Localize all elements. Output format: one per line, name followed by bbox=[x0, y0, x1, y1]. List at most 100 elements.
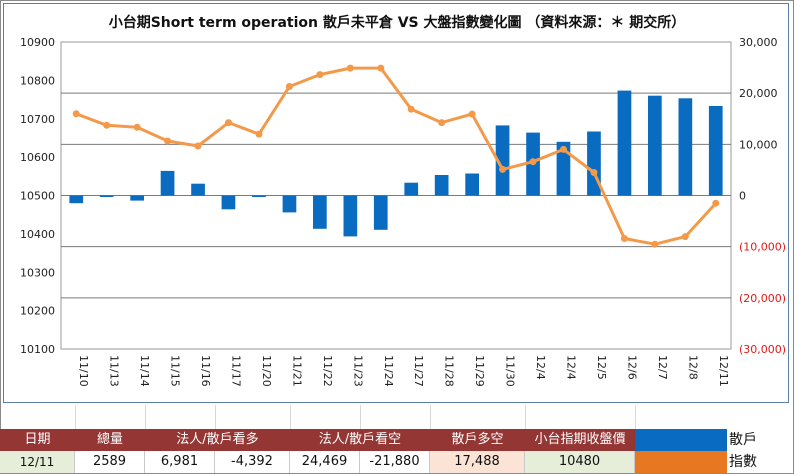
left-tick-label: 10200 bbox=[20, 305, 55, 318]
bar-13 bbox=[465, 173, 479, 196]
header-date: 日期 bbox=[0, 429, 75, 451]
index-point-4 bbox=[194, 142, 202, 150]
header-close: 小台指期收盤價 bbox=[525, 429, 635, 451]
index-point-8 bbox=[316, 71, 324, 79]
index-point-19 bbox=[651, 240, 659, 248]
left-tick-label: 10800 bbox=[20, 74, 55, 87]
x-tick-label: 11/24 bbox=[382, 355, 395, 387]
x-tick-label: 11/27 bbox=[412, 355, 425, 387]
x-tick-label: 11/10 bbox=[77, 355, 90, 387]
bar-7 bbox=[282, 195, 297, 213]
index-line bbox=[75, 66, 717, 246]
bar-12 bbox=[434, 175, 449, 196]
index-point-20 bbox=[681, 233, 689, 241]
cell-date: 12/11 bbox=[0, 451, 75, 473]
cell-retail-long: -4,392 bbox=[215, 451, 290, 473]
right-tick-label: 10,000 bbox=[739, 138, 778, 151]
cell-retail-net: 17,488 bbox=[430, 451, 525, 473]
bar-9 bbox=[343, 195, 358, 237]
x-tick-label: 11/22 bbox=[321, 355, 334, 387]
x-tick-label: 11/30 bbox=[504, 355, 517, 387]
legend-swatch-retail bbox=[635, 429, 727, 451]
cell-retail-short: -21,880 bbox=[360, 451, 430, 473]
index-point-6 bbox=[255, 130, 263, 138]
index-point-2 bbox=[133, 123, 141, 131]
index-point-3 bbox=[164, 137, 172, 145]
left-tick-label: 10600 bbox=[20, 151, 55, 164]
x-tick-label: 12/4 bbox=[534, 355, 547, 380]
chart-title: 小台期Short term operation 散戶未平倉 VS 大盤指數變化圖… bbox=[108, 15, 686, 31]
cell-inst-short: 24,469 bbox=[290, 451, 360, 473]
bar-4 bbox=[191, 183, 205, 196]
bar-6 bbox=[252, 195, 266, 197]
grid-divider bbox=[525, 405, 526, 429]
right-tick-label: 20,000 bbox=[739, 87, 778, 100]
bar-10 bbox=[373, 195, 388, 230]
cell-total: 2589 bbox=[75, 451, 145, 473]
index-point-15 bbox=[529, 158, 537, 166]
x-tick-label: 11/28 bbox=[443, 355, 456, 387]
grid-divider bbox=[635, 405, 636, 429]
grid-divider bbox=[145, 405, 146, 429]
bar-2 bbox=[130, 195, 144, 201]
left-tick-label: 10100 bbox=[20, 343, 55, 356]
header-long: 法人/散戶看多 bbox=[145, 429, 290, 451]
left-tick-label: 10500 bbox=[20, 190, 55, 203]
legend-swatch-index bbox=[635, 451, 727, 473]
bar-20 bbox=[678, 98, 693, 196]
x-tick-label: 11/21 bbox=[290, 355, 303, 387]
bar-11 bbox=[404, 182, 419, 196]
bar-0 bbox=[69, 195, 84, 204]
x-tick-label: 12/5 bbox=[595, 355, 608, 380]
cell-close: 10480 bbox=[525, 451, 635, 473]
left-tick-label: 10300 bbox=[20, 266, 55, 279]
x-tick-label: 12/8 bbox=[686, 355, 699, 380]
legend-label-index: 指數 bbox=[729, 454, 757, 470]
bar-19 bbox=[648, 95, 662, 196]
index-point-9 bbox=[346, 64, 354, 72]
index-point-14 bbox=[499, 165, 507, 173]
x-tick-label: 11/20 bbox=[260, 355, 273, 387]
index-point-16 bbox=[560, 145, 567, 153]
header-total: 總量 bbox=[75, 429, 145, 451]
left-tick-label: 10900 bbox=[20, 36, 55, 49]
right-tick-label: (30,000) bbox=[739, 343, 786, 356]
bar-21 bbox=[708, 106, 723, 196]
index-point-18 bbox=[620, 235, 628, 242]
chart-area: 小台期Short term operation 散戶未平倉 VS 大盤指數變化圖… bbox=[3, 3, 789, 403]
x-tick-label: 11/29 bbox=[473, 355, 486, 387]
x-tick-label: 12/11 bbox=[717, 355, 730, 387]
index-point-13 bbox=[468, 110, 476, 118]
index-point-17 bbox=[590, 169, 598, 176]
header-retail-net: 散戶多空 bbox=[430, 429, 525, 451]
index-point-21 bbox=[712, 199, 720, 207]
table-header-row: 日期 總量 法人/散戶看多 法人/散戶看空 散戶多空 小台指期收盤價 散戶 bbox=[0, 429, 794, 451]
x-tick-label: 12/4 bbox=[565, 355, 578, 380]
x-tick-label: 11/16 bbox=[199, 355, 212, 387]
legend-label-retail: 散戶 bbox=[729, 432, 757, 448]
index-point-12 bbox=[438, 119, 446, 127]
bar-5 bbox=[221, 195, 236, 210]
bar-16 bbox=[556, 141, 571, 196]
x-tick-label: 12/6 bbox=[625, 355, 638, 380]
index-point-1 bbox=[103, 121, 111, 129]
cell-inst-long: 6,981 bbox=[145, 451, 215, 473]
index-point-11 bbox=[407, 105, 415, 113]
x-tick-label: 12/7 bbox=[656, 355, 669, 380]
left-tick-label: 10700 bbox=[20, 113, 55, 126]
bar-1 bbox=[99, 195, 114, 197]
right-tick-label: (10,000) bbox=[739, 241, 786, 254]
grid-divider bbox=[430, 405, 431, 429]
grid-divider bbox=[290, 405, 291, 429]
index-point-10 bbox=[377, 64, 385, 72]
header-short: 法人/散戶看空 bbox=[290, 429, 430, 451]
x-tick-label: 11/14 bbox=[138, 355, 151, 387]
grid-divider bbox=[215, 405, 216, 429]
table-row: 12/11 2589 6,981 -4,392 24,469 -21,880 1… bbox=[0, 451, 794, 473]
right-tick-label: 30,000 bbox=[739, 36, 778, 49]
bar-18 bbox=[617, 90, 632, 196]
bar-8 bbox=[313, 195, 327, 229]
x-tick-label: 11/17 bbox=[230, 355, 243, 387]
left-tick-label: 10400 bbox=[20, 228, 55, 241]
chart-svg: 30,000 20,000 10,000 0 (10,000) (20,000) (30,0… bbox=[20, 36, 786, 387]
